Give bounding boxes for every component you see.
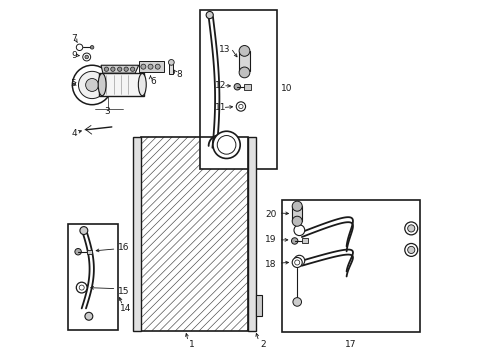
Text: 3: 3 xyxy=(104,107,110,116)
Circle shape xyxy=(155,64,160,69)
Ellipse shape xyxy=(98,73,106,96)
Text: 20: 20 xyxy=(264,210,276,219)
Circle shape xyxy=(292,201,302,211)
Circle shape xyxy=(212,131,240,158)
Circle shape xyxy=(404,243,417,256)
Text: 10: 10 xyxy=(281,84,292,93)
Circle shape xyxy=(294,260,299,265)
Bar xyxy=(292,206,302,221)
Text: 6: 6 xyxy=(150,77,156,86)
Circle shape xyxy=(206,12,213,19)
Bar xyxy=(239,51,249,71)
Text: 17: 17 xyxy=(345,341,356,350)
Circle shape xyxy=(75,248,81,255)
Circle shape xyxy=(217,135,235,154)
Text: 13: 13 xyxy=(219,45,230,54)
Bar xyxy=(86,249,92,254)
Circle shape xyxy=(104,67,108,71)
Text: 9: 9 xyxy=(72,51,77,60)
Bar xyxy=(132,137,140,330)
Circle shape xyxy=(72,65,112,105)
Circle shape xyxy=(239,67,249,78)
Bar xyxy=(139,61,163,72)
Circle shape xyxy=(234,84,240,90)
Text: 5: 5 xyxy=(70,80,76,89)
Circle shape xyxy=(76,44,82,50)
Text: 14: 14 xyxy=(120,304,131,313)
Text: 2: 2 xyxy=(260,340,266,349)
Circle shape xyxy=(85,78,99,91)
Circle shape xyxy=(292,257,302,267)
Circle shape xyxy=(293,225,304,235)
Bar xyxy=(282,200,419,332)
Circle shape xyxy=(117,67,122,71)
Text: 15: 15 xyxy=(118,287,129,296)
Circle shape xyxy=(292,216,302,226)
Text: 18: 18 xyxy=(264,260,276,269)
Circle shape xyxy=(78,71,105,99)
Circle shape xyxy=(407,246,414,253)
Text: 19: 19 xyxy=(264,235,276,244)
Circle shape xyxy=(130,67,135,71)
Circle shape xyxy=(90,45,94,49)
Bar xyxy=(247,137,255,330)
Circle shape xyxy=(80,226,88,234)
Circle shape xyxy=(82,53,90,61)
Circle shape xyxy=(292,298,301,306)
Ellipse shape xyxy=(138,73,146,96)
Polygon shape xyxy=(101,65,139,73)
Bar xyxy=(301,238,308,243)
Circle shape xyxy=(404,222,417,235)
Text: 7: 7 xyxy=(72,34,77,43)
Bar xyxy=(140,137,247,330)
Circle shape xyxy=(85,55,88,59)
Bar xyxy=(140,137,247,330)
Circle shape xyxy=(236,102,245,111)
Bar xyxy=(244,84,250,90)
Text: 4: 4 xyxy=(72,129,77,138)
Circle shape xyxy=(76,282,87,293)
Bar xyxy=(169,64,173,74)
Circle shape xyxy=(124,67,128,71)
Circle shape xyxy=(168,59,174,65)
Circle shape xyxy=(291,238,297,244)
Bar xyxy=(68,224,118,330)
Text: 1: 1 xyxy=(188,340,194,349)
Bar xyxy=(99,73,144,96)
Circle shape xyxy=(110,67,115,71)
Circle shape xyxy=(238,104,243,109)
Circle shape xyxy=(141,64,145,69)
Text: 16: 16 xyxy=(118,243,129,252)
Text: 12: 12 xyxy=(214,81,225,90)
Circle shape xyxy=(407,225,414,232)
Circle shape xyxy=(239,45,249,56)
Text: 8: 8 xyxy=(176,71,182,80)
Circle shape xyxy=(79,285,84,290)
Text: 11: 11 xyxy=(214,103,226,112)
Circle shape xyxy=(293,255,304,266)
Bar xyxy=(199,10,276,169)
Circle shape xyxy=(148,64,153,69)
Bar xyxy=(255,295,262,316)
Circle shape xyxy=(85,312,93,320)
